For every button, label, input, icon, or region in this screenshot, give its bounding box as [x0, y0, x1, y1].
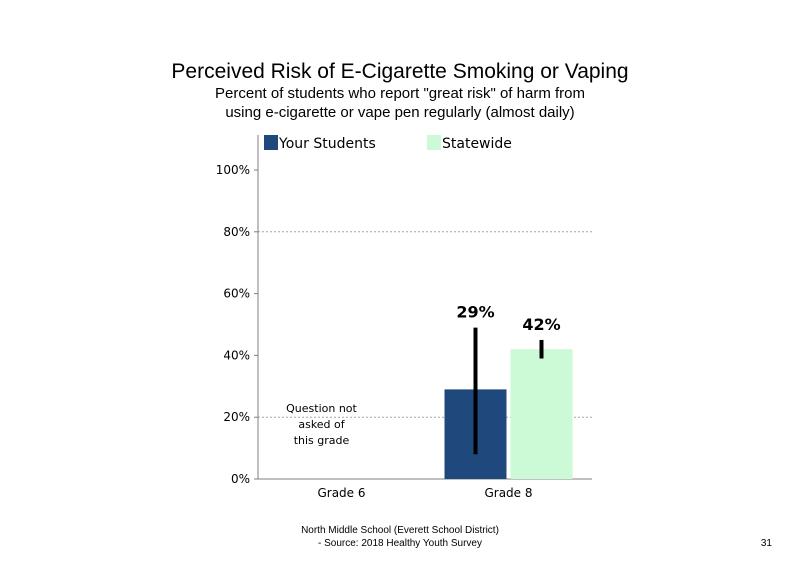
y-tick-label: 100% — [216, 163, 250, 177]
x-tick-label: Grade 6 — [317, 486, 365, 500]
y-tick-label: 80% — [223, 225, 250, 239]
data-label: 29% — [456, 303, 494, 322]
chart-subtitle-line-1: Percent of students who report "great ri… — [215, 85, 585, 102]
not-asked-note: this grade — [294, 434, 350, 447]
legend-label: Your Students — [278, 136, 376, 152]
data-label: 42% — [522, 315, 560, 334]
y-tick-label: 60% — [223, 287, 250, 301]
chart-subtitle-line-2: using e-cigarette or vape pen regularly … — [225, 104, 575, 121]
y-tick-label: 20% — [223, 410, 250, 424]
y-tick-label: 0% — [231, 472, 250, 486]
not-asked-note: Question not — [286, 402, 357, 415]
legend-swatch — [427, 135, 441, 150]
chart-title: Perceived Risk of E-Cigarette Smoking or… — [171, 60, 629, 83]
footer: North Middle School (Everett School Dist… — [0, 524, 800, 550]
title-block: Perceived Risk of E-Cigarette Smoking or… — [0, 60, 800, 122]
x-tick-label: Grade 8 — [484, 486, 532, 500]
footer-school: North Middle School (Everett School Dist… — [301, 525, 499, 536]
y-tick-label: 40% — [223, 348, 250, 362]
not-asked-note: asked of — [298, 418, 345, 431]
bar — [510, 349, 573, 479]
legend-swatch — [264, 135, 278, 150]
legend-label: Statewide — [442, 136, 512, 152]
footer-source: - Source: 2018 Healthy Youth Survey — [318, 538, 482, 549]
page-number: 31 — [760, 538, 772, 549]
